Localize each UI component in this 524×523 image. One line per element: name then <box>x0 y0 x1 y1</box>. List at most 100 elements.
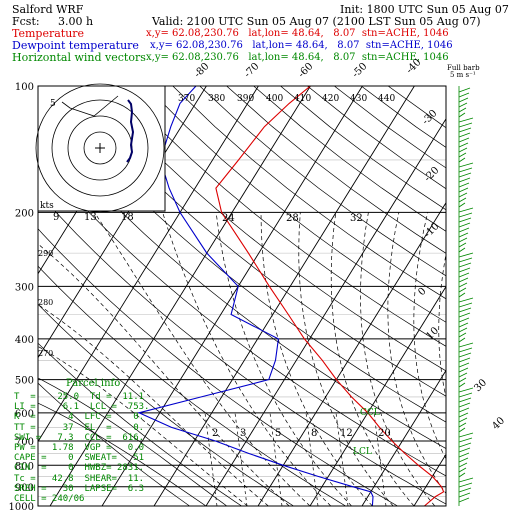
wind-barb <box>458 312 471 318</box>
moist-adiabat-32 <box>413 212 446 460</box>
wind-barb <box>458 97 469 103</box>
hodograph-trace-thin <box>61 95 119 117</box>
wind-barb <box>458 302 473 308</box>
wind-barb <box>458 277 469 283</box>
parcel-info-row: SWI = 7.3 CCL = 616. <box>14 432 145 443</box>
wind-barb <box>458 337 466 343</box>
wind-barb <box>458 422 467 428</box>
pressure-label-1000: 1000 <box>9 502 34 513</box>
legend-temperature-name: Temperature <box>12 27 85 40</box>
mixing-ratio-label-5: 5 <box>275 428 281 439</box>
legend-dewpoint-name: Dewpoint temperature <box>12 39 139 52</box>
isotherm-label--20: -20 <box>422 165 441 184</box>
dry-adiabat-390 <box>199 86 446 277</box>
wind-barb <box>458 352 472 358</box>
wind-barb <box>458 217 472 223</box>
isotherm-label--70: -70 <box>242 61 261 80</box>
wind-barb <box>458 102 468 108</box>
moist-adiabat--4 <box>38 243 290 506</box>
pressure-label-300: 300 <box>15 282 34 293</box>
dry-adiabat-360 <box>118 86 446 347</box>
mixing-ratio-label-20: 20 <box>378 428 391 439</box>
wind-barb <box>458 317 470 323</box>
pressure-label-900: 900 <box>15 483 34 494</box>
wind-barb <box>458 297 474 303</box>
hodograph-ring-2 <box>51 99 149 197</box>
isotherm-10 <box>361 369 446 506</box>
isotherm--30 <box>153 86 415 506</box>
wind-barb <box>458 397 472 403</box>
wind-barb <box>458 177 471 183</box>
moist-adiabat-4 <box>162 212 332 506</box>
wind-barb <box>458 332 467 338</box>
legend-dewpoint-info: x,y= 62.08,230.76 lat,lon= 48.64, 8.07 s… <box>150 40 453 51</box>
wind-barbs-column <box>458 86 474 506</box>
wind-barb <box>458 417 468 423</box>
pressure-label-600: 600 <box>15 409 34 420</box>
pressure-label-800: 800 <box>15 461 34 472</box>
moist-adiabat-8 <box>215 212 352 506</box>
wind-barb <box>458 117 474 123</box>
wind-barb <box>458 292 466 298</box>
hodograph-speed-18: 18 <box>121 212 134 223</box>
wind-barb <box>458 447 471 453</box>
wind-barb <box>458 257 473 263</box>
wind-barb <box>458 192 468 198</box>
wind-barb <box>458 107 467 113</box>
isotherm--60 <box>38 86 259 443</box>
wind-barb <box>458 282 468 288</box>
wind-barb <box>458 477 474 483</box>
moist-adiabat--8 <box>38 304 269 506</box>
isotherm-label-40: 40 <box>490 415 507 432</box>
chart-label-32: 32 <box>350 213 363 224</box>
wind-barb <box>458 202 466 208</box>
dry-adiabat-310 <box>38 155 446 477</box>
mixing-ratio-line-3 <box>305 412 319 506</box>
wind-barb <box>458 362 470 368</box>
pressure-label-500: 500 <box>15 376 34 387</box>
wind-barb <box>458 382 466 388</box>
isotherm-label--50: -50 <box>350 61 369 80</box>
dewpoint-trace <box>137 86 374 506</box>
hodograph-speed-13: 13 <box>84 212 97 223</box>
isotherm-label--80: -80 <box>192 61 211 80</box>
wind-barb <box>458 497 470 503</box>
hodograph-ring-3 <box>35 83 165 213</box>
isotherm-30 <box>466 86 524 506</box>
parcel-info-row: CIN = 0 HWBZ= 2831. <box>14 463 145 474</box>
theta-label-440: 440 <box>378 94 395 104</box>
wind-barb <box>458 452 470 458</box>
pressure-label-200: 200 <box>15 208 34 219</box>
theta-label-370: 370 <box>178 94 195 104</box>
wind-barb <box>458 357 471 363</box>
wind-barb <box>458 182 470 188</box>
isotherm-label-0: 0 <box>416 286 428 298</box>
plot-frame <box>37 85 447 507</box>
chart-label-270: 270 <box>38 349 53 358</box>
pressure-label-100: 100 <box>15 82 34 93</box>
moist-adiabat-36 <box>438 252 446 399</box>
wind-barb <box>458 267 471 273</box>
theta-label-430: 430 <box>350 94 367 104</box>
mixing-ratio-label-8: 8 <box>311 428 317 439</box>
wind-barb <box>458 132 471 138</box>
ccl-annotation: CCL <box>360 408 380 418</box>
wind-barb <box>458 462 468 468</box>
wind-barb <box>458 427 466 433</box>
chart-label-290: 290 <box>38 249 53 258</box>
wind-barb <box>458 472 466 478</box>
parcel-info-row: K = 4 LFC = 0. <box>14 412 145 423</box>
parcel-info-row: LI = 6.1 LCL = 753. <box>14 402 150 413</box>
wind-barb <box>458 167 473 173</box>
pressure-label-700: 700 <box>15 437 34 448</box>
isotherm-label-30: 30 <box>472 377 489 394</box>
theta-label-400: 400 <box>266 94 283 104</box>
wind-barb <box>458 212 473 218</box>
wind-barb <box>458 377 467 383</box>
temperature-trace <box>215 86 445 506</box>
pressure-label-400: 400 <box>15 335 34 346</box>
moist-adiabat-20 <box>330 212 415 506</box>
hodograph-speed-9: 9 <box>53 212 60 223</box>
hodograph-inset <box>35 83 166 213</box>
